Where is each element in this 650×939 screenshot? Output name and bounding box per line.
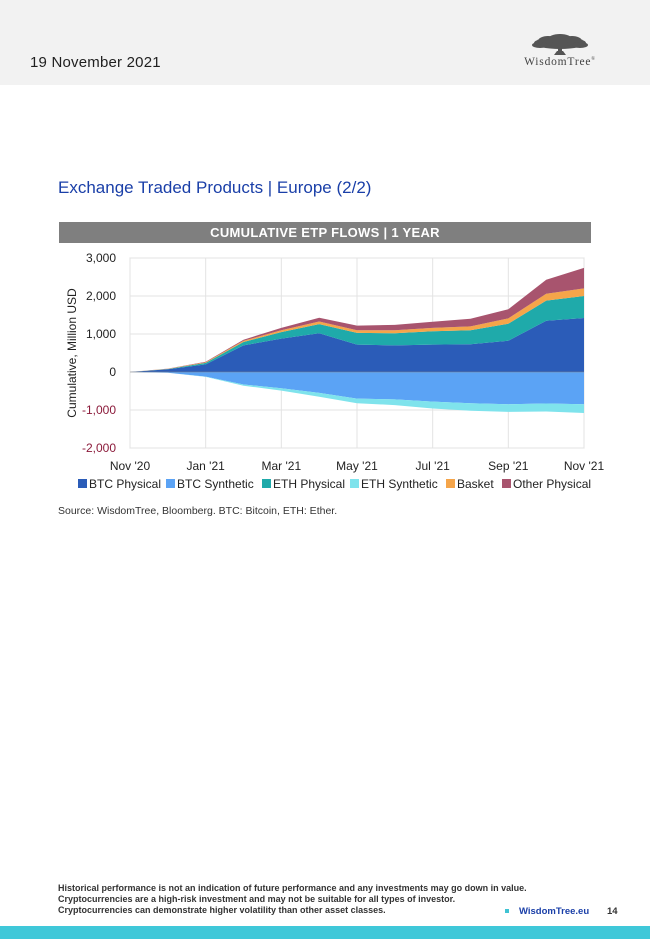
legend-label: Other Physical — [513, 477, 591, 491]
legend-swatch — [78, 479, 87, 488]
disclaimer-line: Historical performance is not an indicat… — [58, 883, 527, 893]
page-number: 14 — [607, 906, 618, 917]
legend-swatch — [502, 479, 511, 488]
footer-website-link[interactable]: WisdomTree.eu — [505, 906, 589, 917]
legend-swatch — [350, 479, 359, 488]
area-series-eth-synthetic — [130, 372, 584, 413]
logo-registered: ® — [591, 57, 596, 63]
area-series-btc-physical — [130, 318, 584, 372]
area-series-other-physical — [130, 267, 584, 372]
legend-label: Basket — [457, 477, 494, 491]
x-tick-label: Mar '21 — [262, 459, 302, 473]
legend-label: BTC Physical — [89, 477, 161, 491]
disclaimer: Historical performance is not an indicat… — [58, 883, 527, 916]
legend-label: ETH Synthetic — [361, 477, 438, 491]
report-date: 19 November 2021 — [30, 54, 161, 71]
y-tick-label: -1,000 — [82, 403, 116, 417]
tree-icon — [532, 34, 588, 55]
legend-label: BTC Synthetic — [177, 477, 254, 491]
x-tick-label: Jul '21 — [416, 459, 451, 473]
y-tick-label: -2,000 — [82, 441, 116, 455]
area-series-btc-synthetic — [130, 372, 584, 405]
x-tick-label: Sep '21 — [488, 459, 529, 473]
bullet-icon — [505, 909, 509, 914]
y-axis-label: Cumulative, Million USD — [65, 288, 79, 418]
y-tick-label: 0 — [109, 365, 116, 379]
chart-banner: CUMULATIVE ETP FLOWS | 1 YEAR — [59, 222, 591, 243]
source-note: Source: WisdomTree, Bloomberg. BTC: Bitc… — [58, 505, 338, 517]
disclaimer-line: Cryptocurrencies can demonstrate higher … — [58, 905, 386, 915]
logo-wordmark: WisdomTree® — [508, 56, 612, 68]
legend-swatch — [262, 479, 271, 488]
x-tick-label: Nov '21 — [564, 459, 605, 473]
x-tick-label: Jan '21 — [187, 459, 226, 473]
legend-swatch — [166, 479, 175, 488]
legend-label: ETH Physical — [273, 477, 345, 491]
area-series-eth-physical — [130, 296, 584, 372]
legend-swatch — [446, 479, 455, 488]
wisdomtree-logo: WisdomTree® — [508, 34, 618, 74]
y-tick-label: 2,000 — [86, 289, 116, 303]
y-tick-label: 1,000 — [86, 327, 116, 341]
footer-link-text: WisdomTree.eu — [519, 906, 590, 917]
page-header: 19 November 2021 WisdomTree® — [0, 0, 650, 85]
x-tick-label: Nov '20 — [110, 459, 151, 473]
x-tick-label: May '21 — [336, 459, 378, 473]
logo-text: WisdomTree — [524, 56, 592, 68]
y-tick-label: 3,000 — [86, 251, 116, 265]
section-title: Exchange Traded Products | Europe (2/2) — [58, 178, 372, 197]
etp-flows-chart: 3,000 2,000 1,000 0 -1,000 -2,000 Nov '20 Jan '… — [65, 251, 605, 491]
disclaimer-line: Cryptocurrencies are a high-risk investm… — [58, 894, 456, 904]
footer-bar — [0, 926, 650, 939]
